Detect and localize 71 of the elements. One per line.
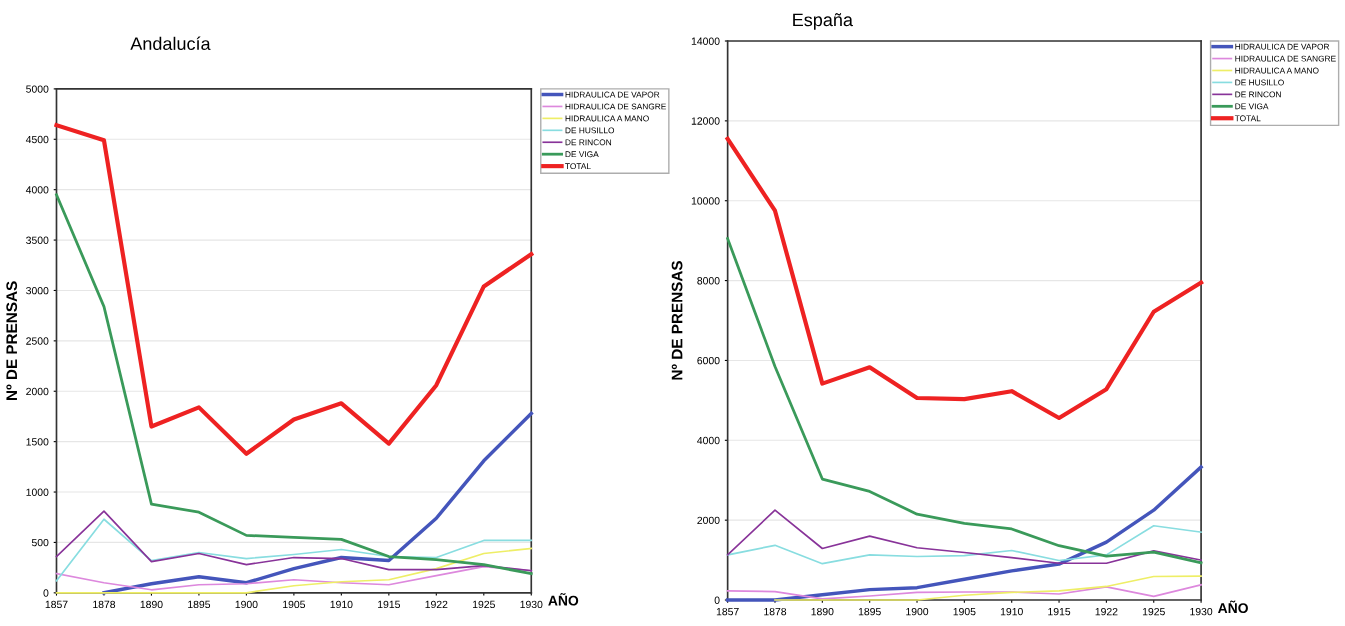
x-tick-label: 1930 [1190, 607, 1213, 616]
line-series [725, 136, 1204, 421]
legend-label: HIDRAULICA A MANO [1235, 67, 1319, 74]
y-tick-label: 2500 [26, 337, 49, 345]
x-tick-label: 1910 [1000, 607, 1023, 616]
x-tick-label: 1900 [906, 607, 929, 616]
y-tick-label: 4500 [25, 135, 49, 144]
y-tick-label: 12000 [691, 117, 720, 125]
chart-title: España [793, 13, 853, 30]
legend-label: TOTAL [565, 163, 591, 170]
x-tick-label: 1857 [45, 600, 68, 609]
y-tick-label: 6000 [697, 356, 720, 365]
legend-label: HIDRAULICA DE SANGRE [565, 103, 666, 110]
legend-label: HIDRAULICA A MANO [565, 115, 649, 122]
y-tick-label: 14000 [691, 37, 720, 45]
x-tick-label: 1857 [716, 607, 739, 616]
y-tick-label: 10000 [691, 197, 720, 205]
line-series [774, 575, 1202, 601]
y-tick-label: 4000 [25, 186, 49, 194]
legend-label: DE HUSILLO [1235, 79, 1284, 86]
line-series [55, 510, 533, 572]
legend-label: HIDRAULICA DE VAPOR [565, 91, 660, 98]
x-axis-title: AÑO [548, 593, 579, 606]
y-tick-label: 500 [31, 538, 49, 547]
x-tick-label: 1930 [520, 600, 543, 609]
x-tick-label: 1922 [1095, 607, 1118, 616]
legend-label: TOTAL [1234, 115, 1261, 122]
legend-label: DE VIGA [565, 151, 599, 158]
x-tick-label: 1895 [188, 600, 211, 609]
line-series [55, 518, 533, 582]
line-series [726, 524, 1202, 565]
chart-title: Andalucía [130, 36, 211, 51]
legend-label: DE VIGA [1235, 103, 1269, 110]
line-series [102, 411, 534, 595]
x-axis-title: AÑO [1218, 600, 1248, 614]
y-tick-label: 4000 [697, 436, 720, 445]
x-tick-label: 1895 [858, 607, 881, 616]
x-tick-label: 1878 [93, 600, 116, 609]
y-axis-title: Nº DE PRENSAS [671, 261, 683, 380]
y-tick-label: 0 [714, 596, 720, 604]
y-tick-label: 1000 [26, 488, 49, 496]
x-tick-label: 1925 [1142, 607, 1165, 616]
x-tick-label: 1905 [283, 600, 306, 609]
y-tick-label: 8000 [697, 277, 720, 285]
line-series [726, 509, 1202, 565]
line-series [54, 123, 534, 456]
x-tick-label: 1925 [473, 600, 495, 609]
x-tick-label: 1890 [140, 600, 163, 609]
legend-label: HIDRAULICA DE SANGRE [1235, 55, 1336, 62]
x-tick-label: 1910 [330, 600, 353, 609]
y-tick-label: 3500 [26, 236, 49, 244]
legend-label: HIDRAULICA DE VAPOR [1235, 43, 1330, 50]
y-tick-label: 1500 [26, 438, 49, 446]
x-tick-label: 1915 [1048, 607, 1071, 616]
x-tick-label: 1922 [425, 600, 448, 609]
x-tick-label: 1900 [235, 600, 258, 609]
x-tick-label: 1878 [764, 607, 787, 616]
y-tick-label: 5000 [26, 85, 49, 93]
y-tick-label: 2000 [26, 387, 49, 396]
line-series [726, 237, 1203, 565]
x-tick-label: 1890 [811, 607, 834, 616]
y-tick-label: 0 [43, 589, 49, 597]
x-tick-label: 1905 [953, 607, 976, 616]
y-axis-title: Nº DE PRENSAS [6, 281, 18, 400]
legend-label: DE RINCON [565, 139, 612, 146]
x-tick-label: 1915 [378, 600, 400, 609]
legend-label: DE RINCON [1235, 91, 1281, 98]
y-tick-label: 2000 [697, 516, 720, 525]
line-series [55, 193, 533, 576]
y-tick-label: 3000 [26, 286, 49, 295]
legend-label: DE HUSILLO [565, 127, 615, 134]
